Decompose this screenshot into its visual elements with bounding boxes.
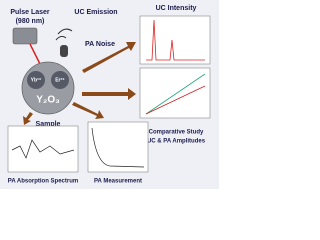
er-ion: [51, 71, 69, 89]
measurement-panel: [87, 121, 149, 173]
arrow-to-measurement: [72, 102, 104, 119]
comparative-panel: [139, 67, 211, 119]
uc-curve: [146, 19, 205, 61]
emission-waves: [55, 28, 73, 41]
laser-wavelength: (980 nm): [16, 18, 45, 25]
uc-emission-label: UC Emission: [74, 9, 117, 16]
graphical-abstract: Pulse Laser (980 nm) UC Emission PA Nois…: [0, 0, 219, 189]
yb-label: Yb³⁺: [31, 77, 42, 83]
absorption-panel: [7, 125, 79, 173]
pa-noise-label: PA Noise: [85, 41, 115, 48]
sample-sphere: [21, 61, 75, 115]
arrow-to-comparative: [82, 88, 136, 100]
absorption-title: PA Absorption Spectrum: [8, 179, 78, 185]
laser-title: Pulse Laser: [10, 9, 50, 16]
yb-ion: [27, 71, 45, 89]
arrow-to-absorption: [23, 112, 33, 125]
er-label: Er³⁺: [55, 77, 65, 83]
laser-device: [12, 27, 38, 45]
comparative-title-1: Comparative Study: [149, 130, 204, 136]
absorption-curve: [11, 139, 75, 159]
uc-intensity-title: UC Intensity: [156, 5, 197, 12]
comparative-title-2: UC & PA Amplitudes: [147, 139, 206, 145]
comparative-line-1: [145, 73, 206, 115]
microphone-icon: [60, 45, 68, 57]
host-label: Y₂O₃: [36, 95, 60, 106]
measurement-title: PA Measurement: [94, 179, 142, 185]
measurement-curve: [91, 127, 145, 168]
sample-label: Sample: [36, 121, 61, 128]
arrow-to-uc: [82, 42, 136, 73]
uc-panel: [139, 15, 211, 65]
comparative-line-2: [145, 85, 206, 115]
